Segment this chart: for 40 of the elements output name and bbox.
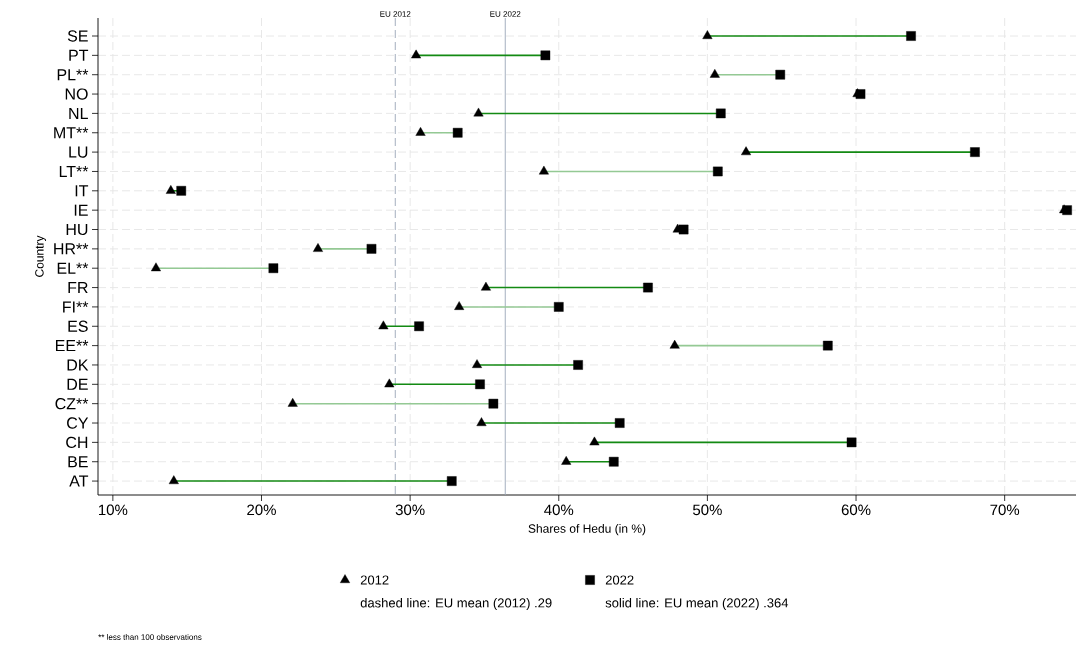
y-tick-label: HR** <box>54 243 89 255</box>
x-tick-label: 10% <box>99 504 128 516</box>
y-tick-label: MT** <box>54 127 89 139</box>
x-tick-label: 40% <box>544 504 574 516</box>
ref-line-label: EU 2012 <box>380 11 411 17</box>
x-tick-label: 60% <box>841 504 871 516</box>
text: dashed line: EU mean (2012) .29 <box>360 597 552 611</box>
y-tick-label: CH <box>66 436 88 449</box>
y-tick-label: CY <box>67 417 89 429</box>
y-tick-label: IT <box>75 185 89 197</box>
y-tick-label: SE <box>67 30 88 42</box>
ref-line-label: EU 2022 <box>490 11 521 17</box>
x-tick-label: 30% <box>395 504 425 516</box>
y-tick-label: PT <box>69 49 89 61</box>
y-axis-title: Country <box>35 235 47 277</box>
x-tick-label: 50% <box>692 504 722 516</box>
x-axis-title: Shares of Hedu (in %) <box>528 524 646 536</box>
legend-label: 2022 <box>605 575 634 585</box>
y-tick-label: FR <box>68 282 88 294</box>
legend-label: 2012 <box>360 575 389 585</box>
y-tick-label: CZ** <box>55 398 89 410</box>
y-tick-label: DK <box>67 359 89 371</box>
y-tick-label: IE <box>74 204 88 216</box>
y-tick-label: BE <box>68 456 88 468</box>
x-tick-label: 20% <box>247 504 276 516</box>
y-tick-label: HU <box>66 223 88 236</box>
text: solid line: EU mean (2022) .364 <box>605 597 789 611</box>
y-tick-label: NO <box>65 88 88 100</box>
text: ** less than 100 observations <box>98 634 202 640</box>
y-tick-label: ES <box>68 320 88 332</box>
y-tick-label: DE <box>67 378 88 390</box>
y-tick-label: FI** <box>63 301 89 313</box>
y-tick-label: PL** <box>57 69 89 81</box>
y-tick-label: LU <box>69 146 88 158</box>
y-tick-label: NL <box>69 107 88 119</box>
x-tick-label: 70% <box>990 504 1020 516</box>
y-tick-label: LT** <box>59 165 89 177</box>
y-tick-label: EE** <box>55 340 89 352</box>
y-tick-label: EL** <box>57 262 89 274</box>
y-tick-label: AT <box>69 475 89 487</box>
